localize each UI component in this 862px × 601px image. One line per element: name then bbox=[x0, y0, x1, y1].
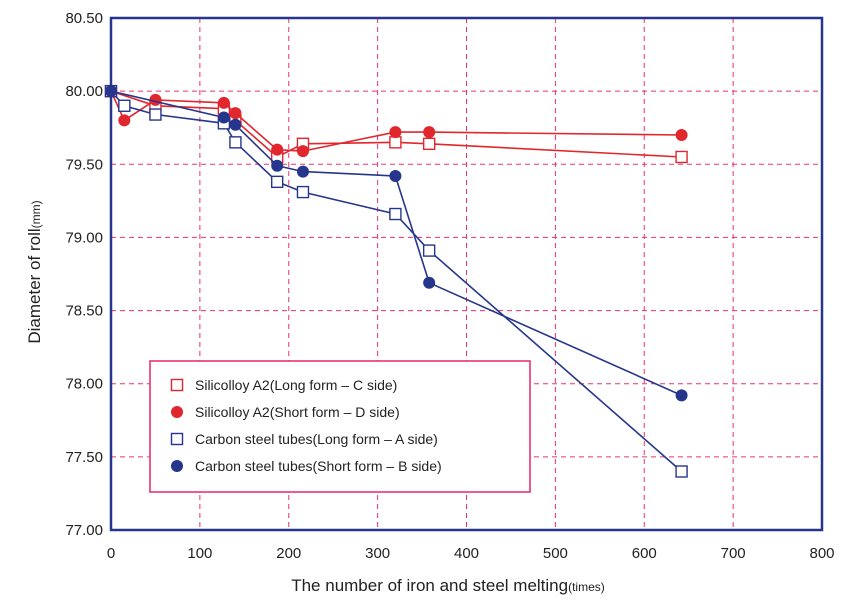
x-axis-unit: (times) bbox=[568, 580, 605, 594]
data-point-square bbox=[675, 150, 688, 164]
legend-label: Carbon steel tubes(Long form – A side) bbox=[195, 431, 438, 447]
legend-item: Silicolloy A2(Short form – D side) bbox=[171, 404, 400, 420]
data-point-circle bbox=[271, 159, 284, 172]
data-point-square bbox=[118, 99, 131, 112]
data-point-circle bbox=[217, 111, 230, 124]
x-tick-label: 0 bbox=[107, 545, 115, 562]
y-tick-label: 77.50 bbox=[65, 449, 103, 466]
y-axis-title: Diameter of roll(mm) bbox=[25, 200, 44, 343]
data-point-circle bbox=[296, 145, 309, 158]
grid-lines bbox=[111, 18, 822, 530]
x-tick-label: 700 bbox=[721, 545, 746, 562]
data-point-circle bbox=[675, 389, 688, 402]
legend-item: Carbon steel tubes(Short form – B side) bbox=[171, 458, 442, 474]
series-4 bbox=[105, 85, 688, 402]
plot-frame bbox=[109, 16, 824, 532]
y-tick-label: 77.00 bbox=[65, 522, 103, 539]
x-tick-label: 100 bbox=[187, 545, 212, 562]
y-tick-label: 80.50 bbox=[65, 10, 103, 27]
legend-label: Silicolloy A2(Short form – D side) bbox=[195, 404, 400, 420]
data-point-circle bbox=[389, 169, 402, 182]
data-point-circle bbox=[389, 126, 402, 139]
data-point-circle bbox=[423, 276, 436, 289]
data-point-circle bbox=[229, 118, 242, 131]
legend-label: Carbon steel tubes(Short form – B side) bbox=[195, 458, 442, 474]
legend-item: Silicolloy A2(Long form – C side) bbox=[170, 377, 397, 393]
data-point-square bbox=[389, 207, 402, 221]
data-point-square bbox=[422, 137, 436, 151]
data-series bbox=[104, 84, 688, 478]
legend: Silicolloy A2(Long form – C side) Silicol… bbox=[149, 360, 531, 493]
data-point-square bbox=[270, 175, 284, 189]
x-axis-title: The number of iron and steel melting(tim… bbox=[291, 576, 605, 595]
x-tick-label: 500 bbox=[543, 545, 568, 562]
x-axis-ticks: 0 100 200 300 400 500 600 700 800 bbox=[107, 545, 835, 562]
data-point-square bbox=[389, 136, 402, 149]
data-point-square bbox=[296, 185, 310, 199]
data-point-circle bbox=[271, 143, 284, 156]
data-point-square bbox=[675, 465, 688, 478]
series-1 bbox=[104, 84, 688, 164]
data-point-circle bbox=[118, 114, 131, 127]
x-axis-label: The number of iron and steel melting bbox=[291, 576, 568, 595]
x-tick-label: 300 bbox=[365, 545, 390, 562]
data-point-circle bbox=[423, 126, 436, 139]
y-axis-label: Diameter of roll bbox=[25, 228, 44, 343]
data-point-circle bbox=[229, 107, 242, 120]
data-point-square bbox=[170, 432, 184, 446]
y-tick-label: 80.00 bbox=[65, 83, 103, 100]
data-point-square bbox=[170, 378, 184, 392]
data-point-circle bbox=[171, 406, 183, 418]
data-point-circle bbox=[217, 96, 230, 109]
legend-item: Carbon steel tubes(Long form – A side) bbox=[170, 431, 438, 447]
y-tick-label: 78.00 bbox=[65, 376, 103, 393]
data-point-circle bbox=[171, 460, 183, 472]
x-tick-label: 200 bbox=[276, 545, 301, 562]
data-point-square bbox=[229, 136, 242, 149]
series-line bbox=[110, 90, 683, 473]
y-axis-ticks: 77.00 77.50 78.00 78.50 79.00 79.50 80.00 80.50 bbox=[65, 10, 103, 539]
y-axis-unit: (mm) bbox=[29, 200, 43, 228]
data-point-square bbox=[422, 244, 436, 257]
data-point-circle bbox=[296, 165, 309, 178]
svg-text:The number of iron and steel m: The number of iron and steel melting(tim… bbox=[291, 576, 605, 595]
y-tick-label: 78.50 bbox=[65, 303, 103, 320]
data-point-square bbox=[149, 108, 162, 121]
x-tick-label: 600 bbox=[632, 545, 657, 562]
legend-box bbox=[149, 360, 531, 493]
y-tick-label: 79.50 bbox=[65, 156, 103, 173]
svg-text:Diameter of roll(mm): Diameter of roll(mm) bbox=[25, 200, 44, 343]
y-tick-label: 79.00 bbox=[65, 229, 103, 246]
data-point-circle bbox=[675, 129, 688, 142]
x-tick-label: 400 bbox=[454, 545, 479, 562]
legend-label: Silicolloy A2(Long form – C side) bbox=[195, 377, 397, 393]
x-tick-label: 800 bbox=[809, 545, 834, 562]
